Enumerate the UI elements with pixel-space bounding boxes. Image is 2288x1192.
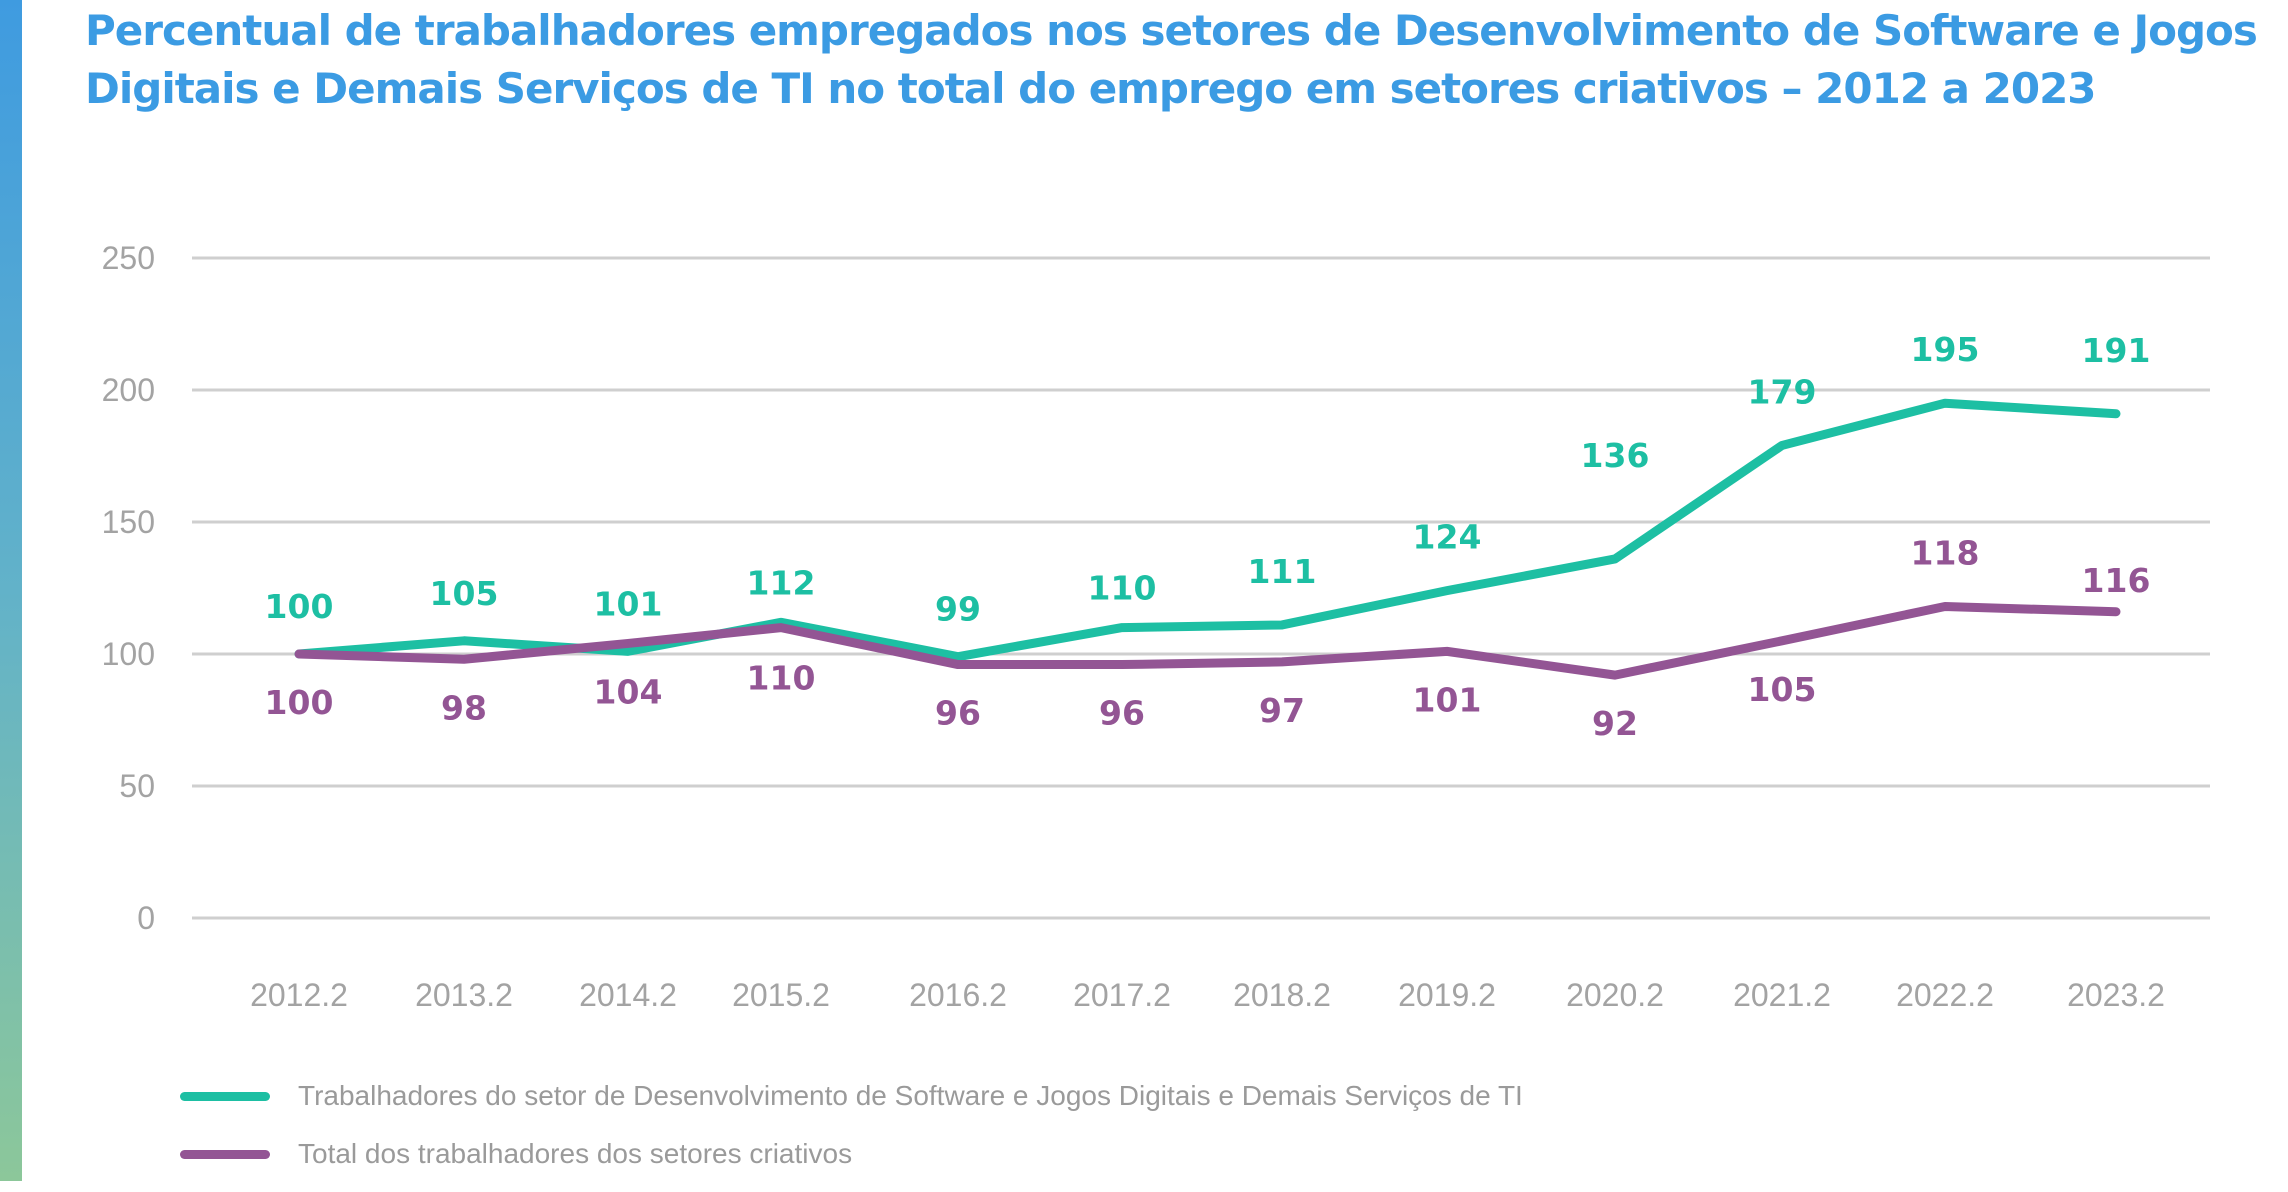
data-label-1-5: 96 xyxy=(1099,694,1145,733)
data-labels: 100 105 101 112 99 110 111 124 136 179 195 191 100 98… xyxy=(265,330,2151,743)
data-label-0-11: 191 xyxy=(2082,331,2151,370)
x-tick-label-2014.2: 2014.2 xyxy=(579,977,677,1013)
x-tick-label-2016.2: 2016.2 xyxy=(909,977,1007,1013)
x-tick-label-2022.2: 2022.2 xyxy=(1896,977,1994,1013)
x-tick-label-2015.2: 2015.2 xyxy=(732,977,830,1013)
data-point-1-3 xyxy=(780,626,782,629)
data-point-0-4 xyxy=(957,655,959,658)
data-label-0-7: 124 xyxy=(1413,518,1482,557)
data-label-0-5: 110 xyxy=(1088,569,1157,608)
data-point-0-8 xyxy=(1614,557,1616,560)
data-point-1-2 xyxy=(627,642,629,645)
x-tick-label-2012.2: 2012.2 xyxy=(250,977,348,1013)
y-axis-ticks: 0 50 100 150 200 250 xyxy=(102,240,155,936)
legend-label-total: Total dos trabalhadores dos setores cria… xyxy=(298,1138,853,1169)
data-point-0-11 xyxy=(2115,412,2117,415)
y-tick-label-50: 50 xyxy=(119,768,155,804)
accent-bar xyxy=(0,0,22,1181)
data-label-0-3: 112 xyxy=(747,563,816,602)
data-point-0-3 xyxy=(780,621,782,624)
data-point-1-1 xyxy=(463,658,465,661)
series-line-0 xyxy=(294,398,2121,662)
x-tick-label-2019.2: 2019.2 xyxy=(1398,977,1496,1013)
x-tick-label-2020.2: 2020.2 xyxy=(1566,977,1664,1013)
data-label-0-9: 179 xyxy=(1748,372,1817,411)
data-point-0-5 xyxy=(1121,626,1123,629)
y-tick-label-100: 100 xyxy=(102,636,155,672)
x-axis-ticks: 2012.2 2013.2 2014.2 2015.2 2016.2 2017.2 2018… xyxy=(250,977,2165,1013)
data-label-1-2: 104 xyxy=(594,672,663,711)
data-point-1-7 xyxy=(1446,650,1448,653)
data-point-0-9 xyxy=(1781,444,1783,447)
data-label-0-1: 105 xyxy=(430,574,499,613)
data-label-1-11: 116 xyxy=(2082,561,2151,600)
data-point-0-10 xyxy=(1944,402,1946,405)
data-label-1-8: 92 xyxy=(1592,704,1638,743)
data-point-1-5 xyxy=(1121,663,1123,666)
data-point-0-7 xyxy=(1446,589,1448,592)
legend-swatch-total xyxy=(180,1150,270,1159)
data-label-0-2: 101 xyxy=(594,584,663,623)
data-point-1-0 xyxy=(298,653,300,655)
data-label-0-0: 100 xyxy=(265,587,334,626)
data-point-1-9 xyxy=(1781,639,1783,642)
data-label-1-10: 118 xyxy=(1911,533,1980,572)
x-tick-label-2018.2: 2018.2 xyxy=(1233,977,1331,1013)
data-point-1-10 xyxy=(1944,605,1946,608)
data-point-0-1 xyxy=(463,639,465,642)
data-point-1-6 xyxy=(1281,660,1283,663)
data-point-0-6 xyxy=(1281,623,1283,626)
data-label-1-4: 96 xyxy=(935,694,981,733)
data-label-1-0: 100 xyxy=(265,683,334,722)
data-point-0-2 xyxy=(627,650,629,653)
x-tick-label-2017.2: 2017.2 xyxy=(1073,977,1171,1013)
x-tick-label-2021.2: 2021.2 xyxy=(1733,977,1831,1013)
data-label-1-3: 110 xyxy=(747,659,816,698)
data-label-1-9: 105 xyxy=(1748,670,1817,709)
data-point-1-4 xyxy=(957,663,959,666)
data-label-0-8: 136 xyxy=(1581,436,1650,475)
y-tick-label-150: 150 xyxy=(102,504,155,540)
x-tick-label-2013.2: 2013.2 xyxy=(415,977,513,1013)
y-tick-label-250: 250 xyxy=(102,240,155,276)
legend-label-software: Trabalhadores do setor de Desenvolviment… xyxy=(298,1080,1523,1111)
data-label-0-4: 99 xyxy=(935,590,981,629)
chart-title: Percentual de trabalhadores empregados n… xyxy=(85,6,2258,113)
data-label-1-7: 101 xyxy=(1413,680,1482,719)
series-line-1 xyxy=(294,601,2121,680)
data-point-1-11 xyxy=(2115,610,2117,613)
y-tick-label-0: 0 xyxy=(137,900,155,936)
data-label-1-1: 98 xyxy=(441,688,487,727)
data-label-0-6: 111 xyxy=(1248,552,1317,591)
legend-swatch-software xyxy=(180,1092,270,1101)
data-point-1-8 xyxy=(1614,674,1616,677)
x-tick-label-2023.2: 2023.2 xyxy=(2067,977,2165,1013)
data-label-1-6: 97 xyxy=(1259,691,1305,730)
series-lines xyxy=(294,398,2121,680)
data-label-0-10: 195 xyxy=(1911,330,1980,369)
y-tick-label-200: 200 xyxy=(102,372,155,408)
